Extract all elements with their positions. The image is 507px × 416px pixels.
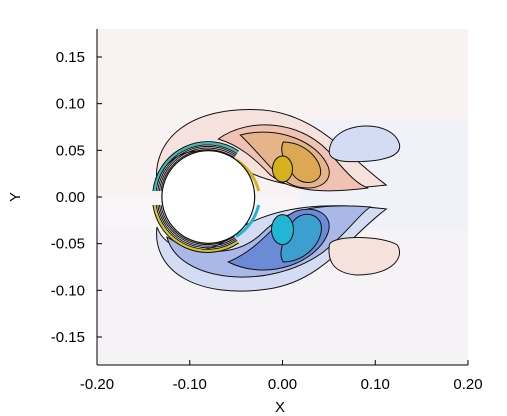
x-axis-label: X <box>275 399 285 416</box>
vortex-core-negative <box>271 214 294 246</box>
boundary-contour-lower <box>158 204 236 247</box>
shed-vortex-positive <box>328 237 400 276</box>
y-tick-label: -0.05 <box>51 236 85 253</box>
x-tick-label: 0.00 <box>268 376 297 393</box>
vortex-core-positive <box>272 155 293 183</box>
boundary-contour-upper <box>160 149 235 192</box>
boundary-contour-lower <box>153 204 239 252</box>
boundary-contour-lower <box>152 204 240 253</box>
boundary-arc-right-lower <box>235 204 261 238</box>
y-tick-label: 0.00 <box>56 189 85 206</box>
y-tick-label: -0.10 <box>51 282 85 299</box>
cylinder-body <box>161 150 256 244</box>
shed-vortex-negative <box>328 125 400 163</box>
y-tick-label: 0.05 <box>56 142 85 159</box>
y-tick-label: -0.15 <box>51 329 85 346</box>
x-tick-label: -0.10 <box>173 376 207 393</box>
boundary-contour-lower <box>155 204 238 250</box>
y-tick-label: 0.10 <box>56 96 85 113</box>
boundary-contour-upper <box>157 145 237 192</box>
boundary-contour-upper <box>152 141 240 192</box>
boundary-contour-upper <box>153 142 239 192</box>
x-tick-label: -0.20 <box>80 376 114 393</box>
boundary-contour-upper <box>158 147 236 192</box>
x-tick-label: 0.20 <box>453 376 482 393</box>
y-tick-label: 0.15 <box>56 49 85 66</box>
y-axis-label: Y <box>7 192 24 202</box>
x-tick-label: 0.10 <box>361 376 390 393</box>
boundary-contour-lower <box>157 204 237 249</box>
boundary-contour-upper <box>155 144 238 192</box>
boundary-contour-lower <box>160 204 235 246</box>
